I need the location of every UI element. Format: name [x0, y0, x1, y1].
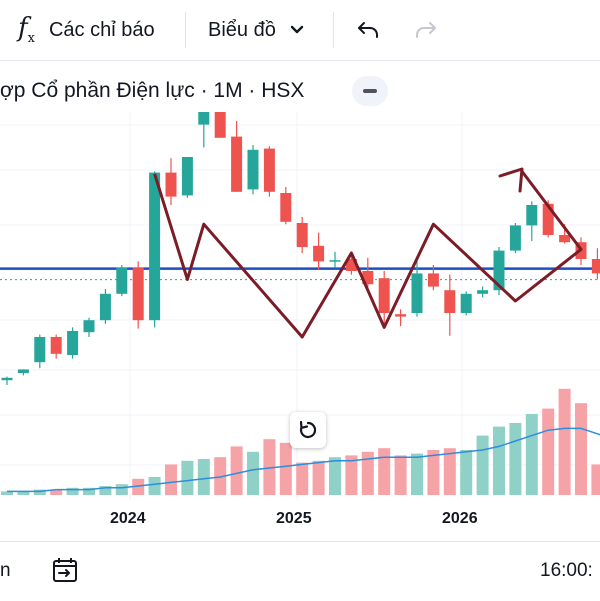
candle-body — [559, 235, 570, 242]
symbol-title: ợp Cổ phần Điện lực · 1M · HSX — [0, 70, 304, 112]
candle-body — [297, 223, 308, 247]
indicators-label: Các chỉ báo — [49, 19, 155, 42]
toolbar-divider — [185, 12, 186, 48]
volume-bar — [165, 464, 177, 495]
chevron-down-icon — [288, 21, 306, 39]
volume-bar — [247, 452, 259, 495]
candle-body — [182, 157, 193, 195]
candle-body — [264, 149, 275, 192]
collapse-legend-button[interactable] — [352, 76, 388, 106]
volume-bar — [460, 450, 472, 495]
volume-bar — [181, 461, 193, 495]
indicators-button[interactable]: fx Các chỉ báo — [18, 0, 155, 60]
time-axis-label: 2025 — [276, 510, 312, 528]
candle-body — [166, 173, 177, 197]
volume-bar — [313, 461, 325, 495]
clock-time: 16:00: — [540, 560, 593, 582]
candle-body — [313, 246, 324, 262]
reset-icon — [297, 419, 319, 441]
zigzag-pattern-line — [155, 171, 581, 337]
candle-body — [526, 205, 537, 225]
candle-body — [34, 337, 45, 362]
candle-body — [215, 112, 226, 138]
calendar-goto-icon[interactable] — [50, 555, 80, 585]
volume-bar — [493, 427, 505, 495]
candle-body — [592, 259, 600, 273]
range-label[interactable]: n — [0, 560, 11, 582]
top-toolbar: fx Các chỉ báo Biểu đồ — [0, 0, 600, 61]
volume-bar — [509, 423, 521, 495]
chart-type-button[interactable]: Biểu đồ — [208, 0, 306, 60]
redo-icon — [413, 17, 439, 43]
bottom-bar: n 16:00: — [0, 541, 600, 601]
volume-bar — [149, 477, 161, 495]
volume-bar — [542, 409, 554, 495]
volume-bar — [116, 484, 128, 495]
volume-bar — [427, 450, 439, 495]
volume-bar — [411, 454, 423, 495]
candle-body — [461, 294, 472, 313]
volume-bar — [526, 414, 538, 495]
volume-bar — [329, 457, 341, 495]
candle-body — [18, 369, 29, 373]
candle-body — [280, 193, 291, 222]
reset-chart-button[interactable] — [290, 412, 326, 448]
candle-body — [428, 273, 439, 286]
candle-body — [198, 112, 209, 125]
candle-body — [330, 260, 341, 262]
time-axis-label: 2024 — [110, 510, 146, 528]
redo-button[interactable] — [413, 0, 439, 60]
candle-body — [100, 294, 111, 320]
minus-icon — [363, 89, 377, 93]
pattern-drawing — [155, 169, 581, 337]
volume-bar — [559, 389, 571, 495]
time-axis-label: 2026 — [442, 510, 478, 528]
arrow-head — [500, 169, 522, 191]
toolbar-divider — [333, 12, 334, 48]
volume-bar — [477, 436, 489, 495]
candle-body — [477, 290, 488, 294]
candle-body — [67, 331, 78, 355]
candle-body — [510, 225, 521, 250]
fx-icon: fx — [18, 13, 35, 46]
volume-bar — [296, 463, 308, 495]
candle-body — [133, 267, 144, 320]
volume-bar — [444, 448, 456, 495]
volume-bar — [231, 446, 243, 495]
candle-body — [379, 278, 390, 313]
volume-bar — [378, 448, 390, 495]
candle-body — [412, 273, 423, 313]
chart-type-label: Biểu đồ — [208, 19, 276, 42]
candle-body — [444, 290, 455, 313]
volume-bar — [591, 464, 600, 495]
candle-body — [149, 173, 160, 321]
volume-bar — [395, 455, 407, 495]
candle-body — [2, 378, 13, 380]
volume-bar — [198, 459, 210, 495]
volume-bar — [575, 403, 587, 495]
candle-body — [84, 320, 95, 332]
candles — [2, 112, 600, 385]
candle-body — [231, 137, 242, 192]
undo-button[interactable] — [355, 0, 381, 60]
candle-body — [395, 314, 406, 316]
undo-icon — [355, 17, 381, 43]
candle-body — [51, 337, 62, 354]
candle-body — [248, 150, 259, 190]
volume-bar — [280, 443, 292, 495]
candle-body — [116, 267, 127, 293]
